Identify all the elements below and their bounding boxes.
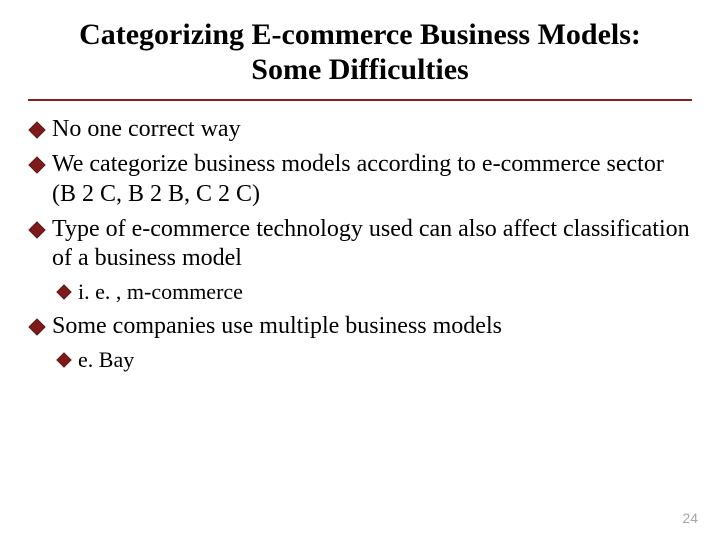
list-item: We categorize business models according … [28, 150, 692, 209]
page-number: 24 [682, 510, 698, 526]
list-item: e. Bay [56, 347, 692, 374]
title-line-1: Categorizing E-commerce Business Models: [79, 18, 641, 51]
list-item: Some companies use multiple business mod… [28, 312, 692, 341]
slide: Categorizing E-commerce Business Models:… [0, 0, 720, 540]
bullet-text: No one correct way [52, 115, 692, 144]
diamond-bullet-icon [28, 221, 46, 239]
slide-title: Categorizing E-commerce Business Models:… [28, 18, 692, 87]
bullet-text: We categorize business models according … [52, 150, 692, 209]
diamond-bullet-icon [56, 284, 72, 300]
bullet-text: i. e. , m-commerce [78, 279, 692, 306]
diamond-bullet-icon [28, 156, 46, 174]
diamond-bullet-icon [28, 318, 46, 336]
diamond-bullet-icon [56, 352, 72, 368]
title-rule [28, 99, 692, 101]
list-item: i. e. , m-commerce [56, 279, 692, 306]
title-line-2: Some Difficulties [251, 53, 468, 86]
diamond-bullet-icon [28, 121, 46, 139]
list-item: No one correct way [28, 115, 692, 144]
bullet-text: Type of e-commerce technology used can a… [52, 215, 692, 274]
bullet-text: Some companies use multiple business mod… [52, 312, 692, 341]
slide-body: No one correct way We categorize busines… [28, 115, 692, 374]
bullet-text: e. Bay [78, 347, 692, 374]
list-item: Type of e-commerce technology used can a… [28, 215, 692, 274]
